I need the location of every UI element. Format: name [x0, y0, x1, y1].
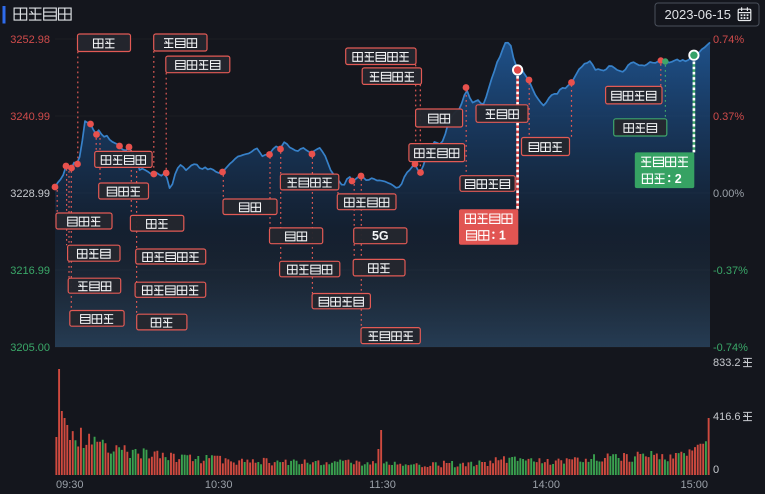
svg-text:0.37%: 0.37% — [713, 111, 744, 123]
svg-text:3240.99: 3240.99 — [10, 111, 50, 123]
svg-text:3216.99: 3216.99 — [10, 265, 50, 277]
svg-text:5G: 5G — [372, 229, 389, 243]
svg-text:-0.37%: -0.37% — [713, 265, 748, 277]
svg-text:833.2: 833.2 — [713, 357, 741, 369]
svg-text:416.6: 416.6 — [713, 411, 741, 423]
svg-text:0.00%: 0.00% — [713, 188, 744, 200]
svg-text:3228.99: 3228.99 — [10, 188, 50, 200]
svg-text:11:30: 11:30 — [369, 479, 396, 491]
svg-text:0.74%: 0.74% — [713, 34, 744, 46]
svg-text:0: 0 — [713, 464, 719, 476]
svg-text:15:00: 15:00 — [680, 479, 708, 491]
svg-text:10:30: 10:30 — [205, 479, 233, 491]
svg-text:1: 1 — [499, 229, 506, 243]
svg-text:14:00: 14:00 — [532, 479, 560, 491]
svg-text:2: 2 — [675, 172, 682, 186]
svg-text:3252.98: 3252.98 — [10, 34, 50, 46]
svg-text:-0.74%: -0.74% — [713, 342, 748, 354]
svg-text:09:30: 09:30 — [56, 479, 84, 491]
svg-text:3205.00: 3205.00 — [10, 342, 50, 354]
svg-text:2023-06-15: 2023-06-15 — [665, 7, 732, 22]
